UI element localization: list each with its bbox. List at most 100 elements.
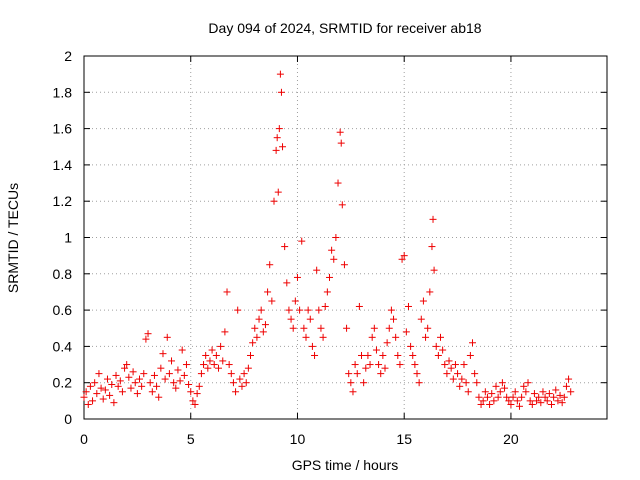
y-tick-label: 0.6	[53, 302, 73, 318]
data-point	[429, 215, 437, 223]
data-point	[541, 393, 549, 401]
data-point	[479, 397, 487, 405]
data-point	[496, 388, 504, 396]
data-point	[285, 306, 293, 314]
data-point	[439, 346, 447, 354]
data-point	[229, 379, 237, 387]
data-point	[187, 388, 195, 396]
data-point	[185, 381, 193, 389]
data-point	[398, 255, 406, 263]
data-point	[560, 393, 568, 401]
data-point	[251, 324, 259, 332]
data-point	[253, 333, 261, 341]
data-point	[334, 179, 342, 187]
data-point	[466, 351, 474, 359]
data-point	[464, 388, 472, 396]
data-point	[377, 370, 385, 378]
data-point	[565, 375, 573, 383]
data-point	[321, 302, 329, 310]
x-tick-label: 15	[396, 431, 412, 447]
data-point	[161, 375, 169, 383]
data-point	[146, 379, 154, 387]
data-point	[223, 288, 231, 296]
data-point	[273, 134, 281, 142]
data-point	[210, 361, 218, 369]
data-point	[291, 297, 299, 305]
data-point	[460, 361, 468, 369]
y-tick-label: 1.6	[53, 121, 73, 137]
data-point	[340, 261, 348, 269]
data-point	[157, 364, 165, 372]
data-point	[518, 393, 526, 401]
data-point	[447, 364, 455, 372]
data-point	[547, 400, 555, 408]
data-point	[274, 188, 282, 196]
data-point	[325, 273, 333, 281]
data-point	[176, 377, 184, 385]
data-point	[255, 315, 263, 323]
data-point	[221, 328, 229, 336]
data-point	[257, 306, 265, 314]
data-point	[524, 379, 532, 387]
data-point	[349, 388, 357, 396]
y-tick-label: 0.2	[53, 375, 73, 391]
data-point	[300, 324, 308, 332]
x-axis-label: GPS time / hours	[292, 457, 399, 473]
y-tick-label: 0.4	[53, 338, 73, 354]
data-point	[526, 397, 534, 405]
data-point	[219, 357, 227, 365]
data-point	[362, 364, 370, 372]
data-point	[304, 306, 312, 314]
y-tick-label: 1	[64, 230, 72, 246]
data-point	[112, 371, 120, 379]
y-tick-label: 0	[64, 411, 72, 427]
data-point	[372, 346, 380, 354]
data-point	[136, 375, 144, 383]
data-point	[283, 279, 291, 287]
data-point	[409, 351, 417, 359]
data-point	[249, 339, 257, 347]
data-point	[411, 361, 419, 369]
data-point	[392, 333, 400, 341]
data-point	[180, 371, 188, 379]
data-point	[543, 397, 551, 405]
data-point	[118, 388, 126, 396]
data-point	[351, 361, 359, 369]
y-tick-label: 1.8	[53, 84, 73, 100]
data-point	[232, 388, 240, 396]
data-point	[277, 88, 285, 96]
data-point	[202, 351, 210, 359]
data-point	[360, 379, 368, 387]
data-point	[483, 393, 491, 401]
data-point	[123, 361, 131, 369]
data-point	[394, 351, 402, 359]
data-point	[441, 361, 449, 369]
data-point	[212, 351, 220, 359]
data-point	[150, 371, 158, 379]
data-point	[436, 333, 444, 341]
chart-grid	[84, 56, 607, 419]
data-point	[562, 382, 570, 390]
data-point	[168, 357, 176, 365]
data-point	[189, 397, 197, 405]
data-point	[330, 255, 338, 263]
data-point	[492, 382, 500, 390]
data-point	[490, 397, 498, 405]
data-point	[281, 243, 289, 251]
x-tick-labels: 0 5 10 15 20	[80, 431, 519, 447]
y-tick-label: 1.4	[53, 157, 73, 173]
data-point	[298, 237, 306, 245]
data-point	[338, 201, 346, 209]
data-point	[358, 351, 366, 359]
data-point	[328, 246, 336, 254]
data-point	[445, 357, 453, 365]
y-tick-label: 0.8	[53, 266, 73, 282]
data-point	[498, 379, 506, 387]
data-point	[390, 315, 398, 323]
data-point	[477, 400, 485, 408]
data-point	[236, 375, 244, 383]
data-point	[182, 361, 190, 369]
data-point	[387, 306, 395, 314]
data-point	[138, 382, 146, 390]
